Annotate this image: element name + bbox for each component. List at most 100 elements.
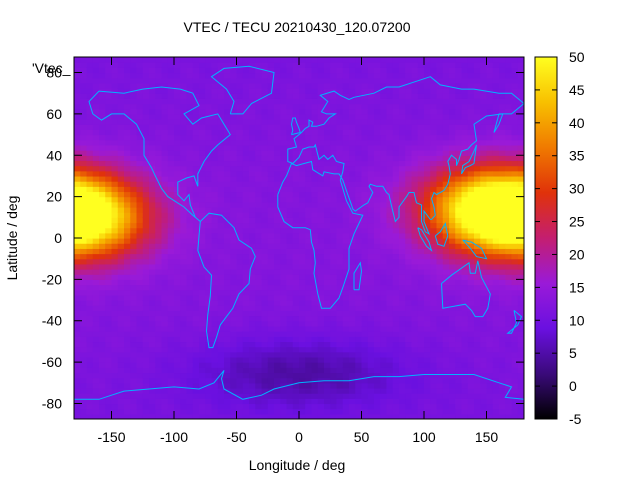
heat-cell xyxy=(86,387,94,394)
heat-cell xyxy=(280,144,288,151)
heat-cell xyxy=(355,175,363,182)
heat-cell xyxy=(249,315,256,322)
heat-cell xyxy=(105,155,113,162)
heat-cell xyxy=(430,398,438,405)
heat-cell xyxy=(405,238,413,244)
heat-cell xyxy=(399,165,406,172)
heat-cell xyxy=(374,315,381,322)
heat-cell xyxy=(474,88,481,94)
heat-cell xyxy=(217,351,225,358)
heat-cell xyxy=(86,72,94,79)
heat-cell xyxy=(236,274,244,280)
heat-cell xyxy=(236,356,244,363)
heat-cell xyxy=(86,217,94,224)
heat-cell xyxy=(211,67,219,74)
heat-cell xyxy=(255,382,263,389)
heat-cell xyxy=(174,150,181,156)
heat-cell xyxy=(236,144,244,151)
heat-cell xyxy=(249,88,256,94)
heat-cell xyxy=(467,294,475,301)
heat-cell xyxy=(280,398,288,405)
heat-cell xyxy=(174,320,181,327)
heat-cell xyxy=(255,82,263,89)
heat-cell xyxy=(424,144,431,151)
heat-cell xyxy=(74,196,81,203)
heat-cell xyxy=(211,382,219,389)
heat-cell xyxy=(305,77,313,84)
heat-cell xyxy=(474,269,481,275)
heat-cell xyxy=(280,212,288,218)
heat-cell xyxy=(492,67,500,74)
heat-cell xyxy=(292,155,300,162)
heat-cell xyxy=(292,258,300,265)
heat-cell xyxy=(180,88,188,94)
heat-cell xyxy=(249,113,256,120)
heat-cell xyxy=(305,155,313,162)
heat-cell xyxy=(511,77,519,84)
heat-cell xyxy=(386,144,394,151)
heat-cell xyxy=(242,62,250,68)
heat-cell xyxy=(74,201,81,208)
heat-cell xyxy=(342,113,350,120)
heat-cell xyxy=(242,82,250,89)
heat-cell xyxy=(280,124,288,130)
heat-cell xyxy=(149,134,156,141)
heat-cell xyxy=(349,310,356,317)
heat-cell xyxy=(136,62,144,68)
heat-cell xyxy=(199,408,206,415)
heat-cell xyxy=(417,119,425,125)
heat-cell xyxy=(411,160,419,167)
heat-cell xyxy=(192,356,200,363)
heat-cell xyxy=(467,155,475,162)
heat-cell xyxy=(374,191,381,198)
heat-cell xyxy=(305,346,313,353)
heat-cell xyxy=(505,274,513,280)
heat-cell xyxy=(367,139,375,146)
heat-cell xyxy=(136,269,144,275)
heat-cell xyxy=(399,362,406,368)
heat-cell xyxy=(186,175,194,182)
heat-cell xyxy=(380,98,388,105)
heat-cell xyxy=(242,93,250,99)
heat-cell xyxy=(74,232,81,239)
heat-cell xyxy=(499,77,506,84)
heat-cell xyxy=(349,408,356,415)
heat-cell xyxy=(280,165,288,172)
heat-cell xyxy=(99,367,106,374)
heat-cell xyxy=(449,98,456,105)
heat-cell xyxy=(386,310,394,317)
heat-cell xyxy=(324,191,331,198)
heat-cell xyxy=(267,160,275,167)
heat-cell xyxy=(124,325,131,332)
heat-cell xyxy=(442,150,450,156)
heat-cell xyxy=(430,88,438,94)
heat-cell xyxy=(430,165,438,172)
heat-cell xyxy=(299,93,306,99)
heat-cell xyxy=(205,393,213,399)
heat-cell xyxy=(111,139,119,146)
heat-cell xyxy=(311,155,319,162)
heat-cell xyxy=(342,82,350,89)
heat-cell xyxy=(117,155,125,162)
heat-cell xyxy=(280,346,288,353)
heat-cell xyxy=(167,248,175,255)
heat-cell xyxy=(224,300,231,306)
heat-cell xyxy=(255,243,263,249)
heat-cell xyxy=(217,398,225,405)
heat-cell xyxy=(299,212,306,218)
heat-cell xyxy=(505,160,513,167)
heat-cell xyxy=(211,160,219,167)
heat-cell xyxy=(211,305,219,311)
heat-cell xyxy=(436,336,444,343)
heat-cell xyxy=(511,206,519,213)
heat-cell xyxy=(142,274,150,280)
heat-cell xyxy=(205,181,213,187)
heat-cell xyxy=(124,212,131,218)
heat-cell xyxy=(480,165,488,172)
heat-cell xyxy=(349,119,356,125)
heat-cell xyxy=(305,181,313,187)
heat-cell xyxy=(367,155,375,162)
heat-cell xyxy=(430,320,438,327)
heat-cell xyxy=(136,341,144,348)
heat-cell xyxy=(492,289,500,296)
